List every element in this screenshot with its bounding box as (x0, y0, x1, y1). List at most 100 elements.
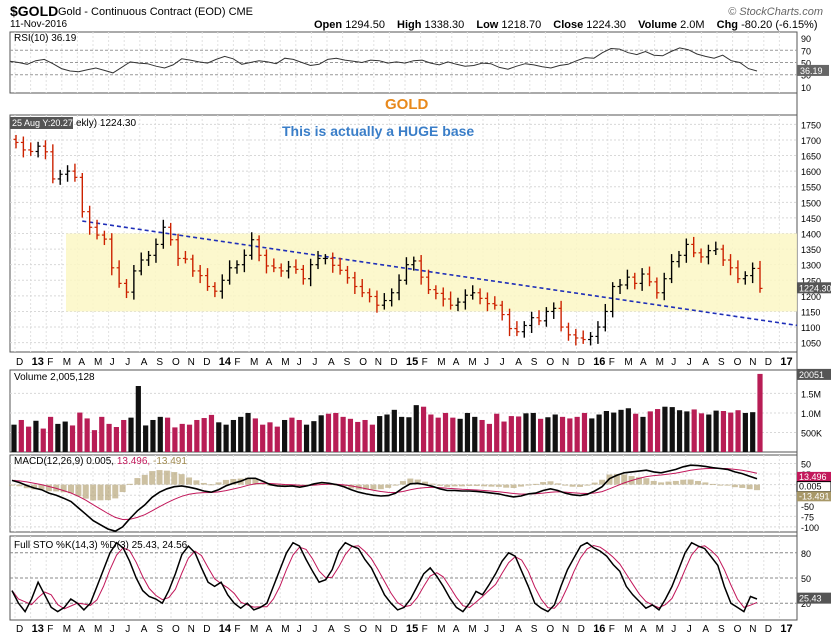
bottom-x-label: A (328, 624, 335, 635)
volume-bar (260, 424, 266, 452)
volume-bar (399, 416, 405, 452)
macd-histogram-bar (186, 477, 193, 485)
base-annotation: This is actually a HUGE base (282, 123, 474, 139)
macd-histogram-bar (119, 484, 126, 493)
description-text: Gold - Continuous Contract (EOD) (58, 6, 226, 18)
volume-bar (698, 413, 705, 452)
bottom-x-label: M (656, 624, 664, 635)
bottom-x-label: J (671, 624, 676, 635)
macd-histogram-bar (694, 480, 701, 485)
volume-bar (318, 415, 324, 452)
volume-label: Volume (638, 19, 678, 31)
volume-bar (428, 414, 434, 452)
bottom-x-label: M (281, 624, 289, 635)
price-tick-label: 1700 (801, 136, 821, 146)
price-x-label: S (531, 357, 538, 368)
sto-tick-label: 20 (801, 599, 811, 609)
price-x-label: F (609, 357, 615, 368)
bottom-x-label: J (484, 624, 489, 635)
macd-histogram-bar (436, 484, 443, 486)
macd-histogram-bar (540, 482, 547, 485)
low-label: Low (476, 19, 499, 31)
sto-d-line (11, 544, 758, 610)
volume-bar (450, 417, 456, 452)
exchange-text: CME (228, 6, 254, 18)
macd-histogram-bar (495, 484, 502, 487)
macd-histogram-bar (377, 484, 384, 490)
bottom-x-label: A (78, 624, 85, 635)
price-x-label: M (250, 357, 258, 368)
macd-histogram-bar (141, 474, 148, 485)
volume-bar (464, 412, 471, 452)
macd-histogram-bar (134, 478, 141, 485)
macd-histogram-bar (90, 484, 97, 501)
price-x-label: D (203, 357, 210, 368)
bottom-x-label: 13 (32, 623, 44, 635)
price-tick-label: 1750 (801, 120, 821, 130)
macd-histogram-bar (9, 484, 15, 486)
volume-bar (567, 418, 573, 452)
macd-histogram-bar (665, 481, 672, 485)
volume-tick-label: 1.5M (801, 389, 821, 399)
macd-histogram-bar (672, 480, 679, 485)
volume-bar (647, 411, 653, 452)
macd-histogram-bar (193, 480, 200, 485)
macd-histogram-bar (200, 482, 207, 485)
price-tick-label: 1100 (801, 323, 820, 333)
volume-bar (523, 413, 529, 452)
macd-hist-current: -13.491 (799, 491, 830, 501)
volume-bar (684, 411, 690, 452)
bottom-x-label: D (203, 624, 210, 635)
macd-histogram-bar (127, 483, 134, 485)
bottom-x-label: M (63, 624, 71, 635)
bottom-x-label: F (609, 624, 615, 635)
macd-histogram-bar (532, 483, 539, 485)
bottom-x-label: O (172, 624, 180, 635)
bottom-x-label: M (624, 624, 632, 635)
price-x-label: S (156, 357, 163, 368)
macd-histogram-bar (702, 482, 709, 485)
macd-histogram-bar (340, 484, 347, 487)
price-x-label: M (63, 357, 71, 368)
price-x-label: M (468, 357, 476, 368)
bottom-x-label: 17 (780, 623, 792, 635)
macd-histogram-bar (731, 484, 738, 488)
price-x-label: M (94, 357, 102, 368)
macd-histogram-bar (746, 484, 753, 490)
bottom-x-label: S (156, 624, 163, 635)
macd-histogram-bar (422, 481, 429, 485)
macd-histogram-bar (754, 484, 760, 491)
price-x-label: 13 (32, 356, 44, 368)
volume-tick-label: 1.0M (801, 409, 821, 419)
price-x-label: 17 (780, 356, 792, 368)
volume-bar (40, 428, 46, 452)
bottom-x-label: A (640, 624, 647, 635)
volume-bar (223, 424, 229, 452)
volume-bar (735, 410, 741, 452)
volume-bar (121, 419, 127, 452)
volume-bar (296, 419, 302, 452)
macd-histogram-bar (503, 484, 510, 488)
volume-bar (274, 426, 280, 452)
macd-histogram-bar (407, 478, 414, 485)
macd-line (11, 464, 758, 533)
macd-histogram-bar (621, 474, 628, 485)
price-x-label: O (172, 357, 180, 368)
rsi-tick-label: 70 (801, 46, 811, 56)
macd-histogram-bar (739, 484, 746, 488)
sto-label: Full STO %K(14,3) %D(3) 25.43, 24.56 (14, 540, 188, 551)
macd-histogram-bar (208, 484, 215, 486)
volume-bar (311, 421, 317, 452)
bottom-x-label: M (250, 624, 258, 635)
macd-histogram-bar (252, 479, 259, 485)
volume-bar (55, 423, 61, 452)
macd-histogram-bar (717, 484, 724, 486)
volume-bar (26, 426, 32, 452)
macd-histogram-bar (510, 484, 517, 488)
volume-bar (150, 419, 156, 452)
open-label: Open (314, 19, 343, 31)
price-x-label: S (718, 357, 725, 368)
volume-bar (194, 419, 200, 452)
bottom-x-label: N (562, 624, 569, 635)
volume-bar (62, 421, 68, 452)
